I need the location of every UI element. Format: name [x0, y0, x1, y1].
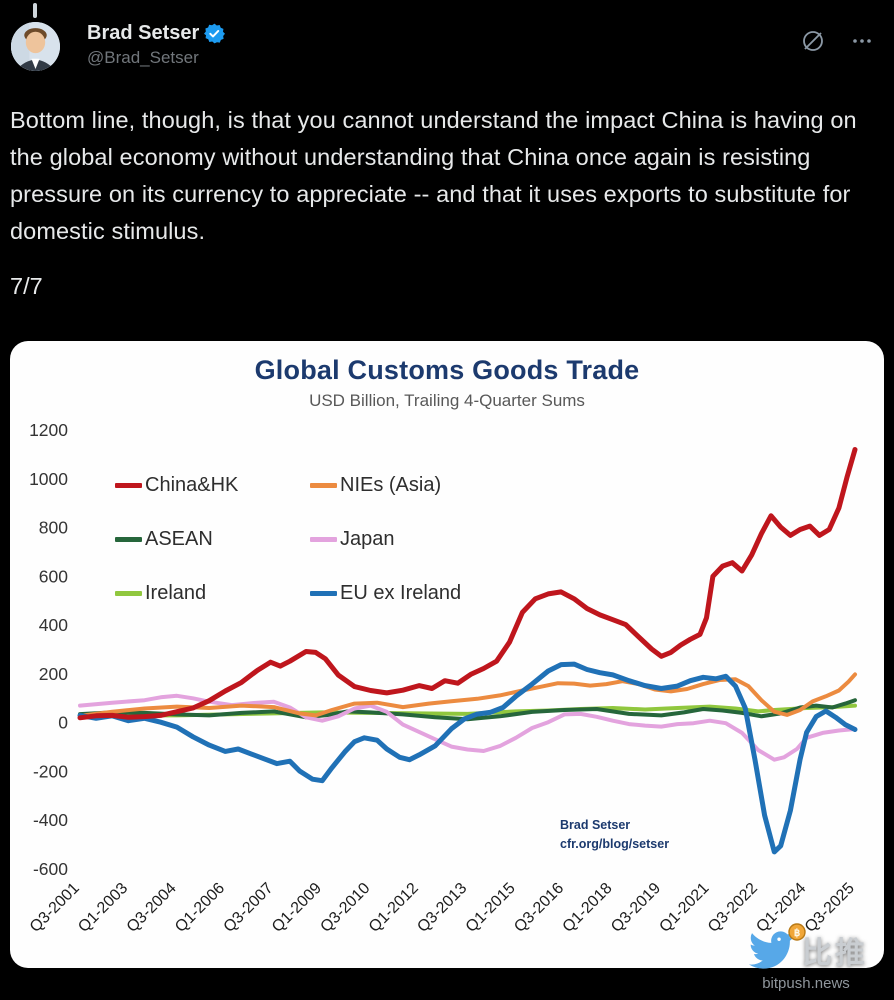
tweet-header: Brad Setser @Brad_Setser [0, 0, 894, 71]
series-line-eu-ex-ireland [77, 661, 858, 855]
y-tick-label: 400 [39, 615, 68, 635]
legend-item: Ireland [115, 582, 310, 605]
x-tick-label: Q1-2021 [656, 880, 712, 936]
x-tick-label: Q1-2015 [463, 880, 519, 936]
chart-title: Global Customs Goods Trade [254, 355, 640, 385]
y-tick-label: -200 [33, 761, 68, 781]
x-tick-label: Q3-2001 [27, 880, 83, 936]
legend-swatch [310, 537, 337, 542]
x-tick-label: Q3-2019 [608, 880, 664, 936]
grok-actions-icon[interactable] [800, 28, 826, 54]
legend-label: Japan [340, 528, 395, 550]
y-tick-label: 1200 [29, 420, 68, 440]
thread-connector-line [33, 3, 37, 18]
x-tick-label: Q1-2009 [269, 880, 325, 936]
x-tick-label: Q1-2006 [172, 880, 228, 936]
bitpush-brand: 比推 [802, 937, 868, 970]
chart-watermark-line2: cfr.org/blog/setser [560, 836, 670, 851]
legend-label: NIEs (Asia) [340, 474, 442, 496]
chart-author-watermark: Brad Setser cfr.org/blog/setser [560, 816, 669, 854]
avatar[interactable] [11, 22, 60, 71]
x-tick-label: Q3-2013 [414, 880, 470, 936]
display-name[interactable]: Brad Setser [87, 22, 200, 44]
chart-card[interactable]: Global Customs Goods Trade USD Billion, … [10, 341, 884, 968]
display-name-row[interactable]: Brad Setser [87, 22, 226, 44]
x-tick-label: Q3-2004 [124, 880, 180, 936]
tweet-text: Bottom line, though, is that you cannot … [10, 107, 857, 244]
header-actions [800, 22, 882, 54]
legend-item: NIEs (Asia) [310, 474, 461, 497]
y-tick-label: 1000 [29, 469, 68, 489]
legend-swatch [115, 537, 142, 542]
y-tick-label: 0 [58, 713, 68, 733]
line-chart: 1200 1000 800 600 400 200 0 -200 -400 -600Q3-2001… [27, 420, 858, 936]
bird-icon [748, 931, 795, 969]
bitpush-watermark: ฿ 比推 bitpush.news [744, 923, 868, 992]
legend-item: ASEAN [115, 528, 310, 551]
legend-swatch [310, 483, 337, 488]
legend-swatch [115, 591, 142, 596]
bitpush-domain: bitpush.news [762, 975, 850, 992]
legend-swatch [310, 591, 337, 596]
more-menu-icon[interactable] [850, 29, 874, 53]
y-tick-label: 600 [39, 566, 68, 586]
legend-swatch [115, 483, 142, 488]
legend-item: Japan [310, 528, 461, 551]
legend-item: EU ex Ireland [310, 582, 461, 605]
user-identity: Brad Setser @Brad_Setser [87, 22, 226, 68]
coin-icon: ฿ [788, 923, 806, 946]
x-tick-label: Q3-2010 [317, 880, 373, 936]
series-line-china-hk [77, 447, 858, 721]
user-handle[interactable]: @Brad_Setser [87, 48, 199, 67]
x-tick-label: Q1-2018 [560, 880, 616, 936]
thread-position: 7/7 [10, 273, 43, 299]
x-tick-label: Q3-2016 [511, 880, 567, 936]
series-line-japan [78, 693, 857, 762]
avatar-portrait [11, 22, 60, 71]
verified-badge-icon [204, 23, 226, 44]
legend-label: China&HK [145, 474, 239, 496]
legend-label: ASEAN [145, 528, 213, 550]
series-line-nies-asia- [78, 672, 857, 718]
legend-label: EU ex Ireland [340, 582, 462, 604]
y-tick-label: -400 [33, 810, 68, 830]
y-tick-label: 200 [39, 664, 68, 684]
legend-item: China&HK [115, 474, 310, 497]
chart-legend: China&HK NIEs (Asia) ASEAN Japan Ireland EU e… [115, 474, 461, 605]
chart-watermark-line1: Brad Setser [560, 818, 631, 832]
y-tick-label: -600 [33, 859, 68, 879]
y-tick-label: 800 [39, 518, 68, 538]
x-tick-label: Q1-2003 [75, 880, 131, 936]
chart-subtitle: USD Billion, Trailing 4-Quarter Sums [309, 391, 585, 410]
bitpush-logo-row: ฿ 比推 [744, 923, 868, 973]
x-tick-label: Q3-2007 [221, 880, 277, 936]
legend-label: Ireland [145, 582, 207, 604]
x-tick-label: Q1-2012 [366, 880, 422, 936]
svg-text:฿: ฿ [794, 928, 800, 939]
